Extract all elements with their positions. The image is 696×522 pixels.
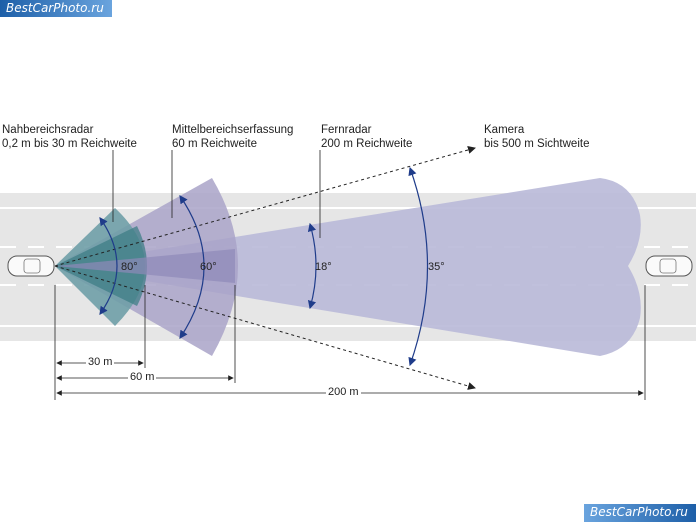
watermark-top: BestCarPhoto.ru: [0, 0, 112, 17]
camera-title: Kamera: [484, 124, 525, 136]
far-radar-beam: [55, 178, 641, 356]
far-radar-label: Fernradar 200 m Reichweite: [321, 123, 412, 151]
near-angle-arc: [99, 217, 118, 315]
far-angle-label: 18°: [315, 261, 332, 273]
far-radar-range: 200 m Reichweite: [321, 138, 413, 150]
mid-range-title: Mittelbereichserfassung: [172, 124, 294, 136]
camera-field-lower: [54, 265, 476, 390]
camera-range: bis 500 m Sichtweite: [484, 138, 590, 150]
distance-30-label: 30 m: [86, 356, 115, 368]
camera-angle-arc: [408, 166, 429, 367]
near-radar-range: 0,2 m bis 30 m Reichweite: [2, 138, 137, 150]
watermark-bottom: BestCarPhoto.ru: [584, 504, 696, 522]
camera-label: Kamera bis 500 m Sichtweite: [484, 123, 589, 151]
camera-field-upper: [54, 146, 476, 267]
near-radar-label: Nahbereichsradar 0,2 m bis 30 m Reichwei…: [2, 123, 137, 151]
mid-range-label: Mittelbereichserfassung 60 m Reichweite: [172, 123, 293, 151]
mid-angle-label: 60°: [200, 261, 217, 273]
near-radar-title: Nahbereichsradar: [2, 124, 94, 136]
mid-angle-arc: [179, 195, 205, 339]
far-radar-title: Fernradar: [321, 124, 372, 136]
camera-angle-label: 35°: [428, 261, 445, 273]
distance-200-label: 200 m: [326, 386, 361, 398]
near-angle-label: 80°: [121, 261, 138, 273]
far-angle-arc: [307, 222, 317, 310]
distance-60-label: 60 m: [128, 371, 157, 383]
mid-range-range: 60 m Reichweite: [172, 138, 258, 150]
ego-car: [7, 255, 55, 277]
target-car: [645, 255, 693, 277]
far-radar-core: [55, 249, 235, 283]
